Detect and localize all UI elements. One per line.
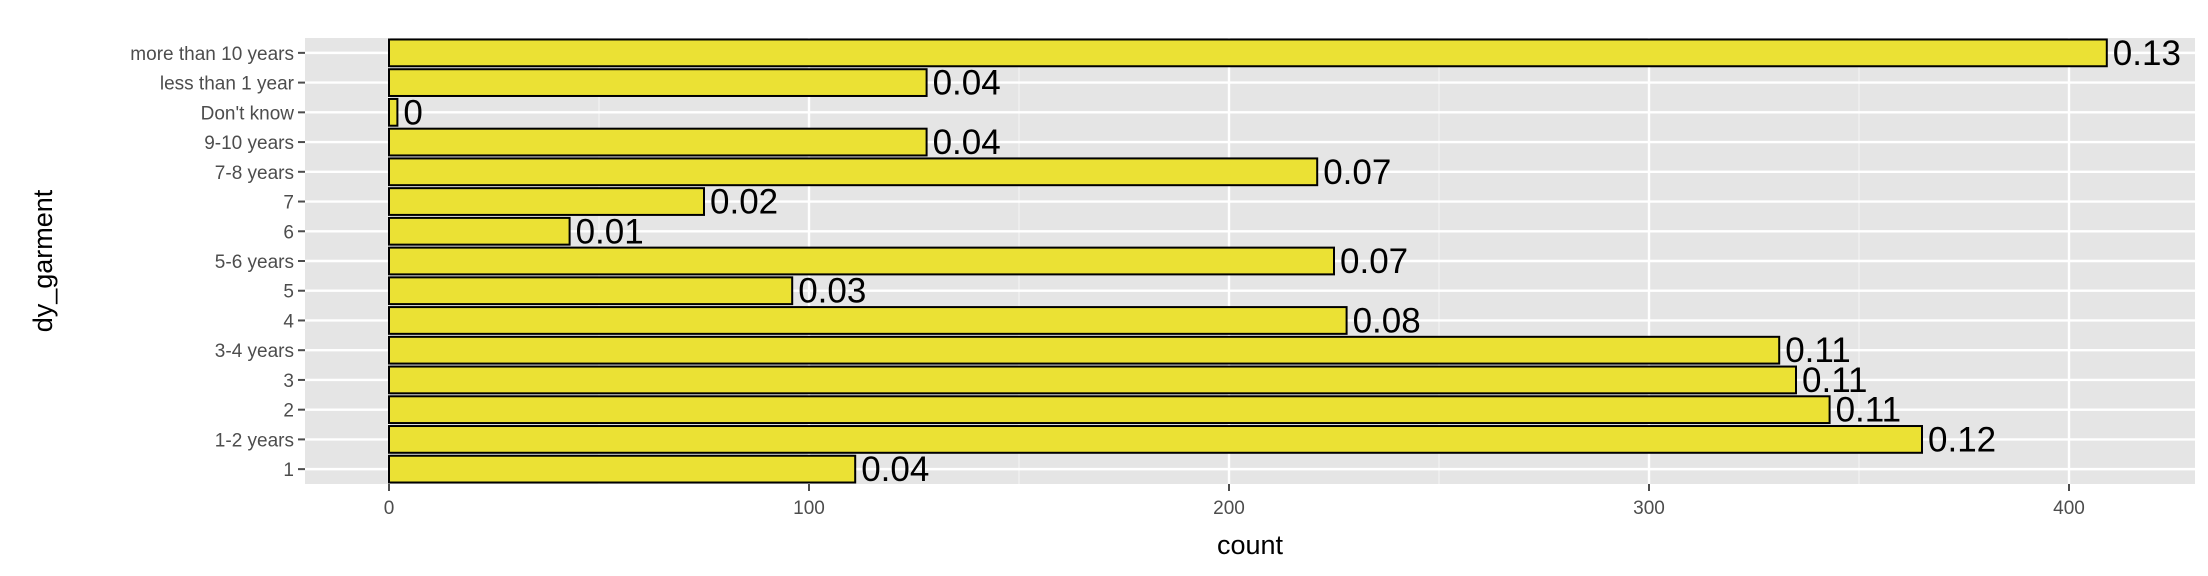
y-tick-label: 9-10 years bbox=[204, 133, 294, 154]
bar-value-label: 0.13 bbox=[2113, 34, 2181, 73]
bar bbox=[388, 335, 1781, 365]
bar bbox=[388, 127, 928, 157]
bar bbox=[388, 68, 928, 97]
bar-value-label: 0.04 bbox=[933, 64, 1001, 103]
y-tick-label: 4 bbox=[283, 311, 294, 332]
y-tick-label: less than 1 year bbox=[160, 74, 295, 95]
bar-value-label: 0.11 bbox=[1836, 391, 1902, 430]
x-axis: 0 100 200 300 400 bbox=[384, 484, 2085, 519]
bar bbox=[388, 365, 1797, 395]
y-tick-label: 5-6 years bbox=[215, 252, 294, 273]
bar-value-label: 0.03 bbox=[798, 272, 866, 311]
x-tick-label: 300 bbox=[1633, 498, 1665, 519]
y-tick-label: 1-2 years bbox=[215, 430, 294, 451]
bar bbox=[388, 216, 571, 246]
bar-value-label: 0.11 bbox=[1802, 361, 1868, 400]
bar-value-label: 0.12 bbox=[1928, 420, 1996, 459]
y-tick-label: 7-8 years bbox=[215, 163, 294, 184]
bar bbox=[388, 395, 1831, 425]
bar-value-label: 0 bbox=[403, 93, 422, 132]
x-axis-title: count bbox=[1217, 530, 1284, 560]
bar bbox=[388, 425, 1923, 454]
bar-value-label: 0.07 bbox=[1340, 242, 1408, 281]
data-labels: 0.040.120.110.110.110.080.030.070.010.02… bbox=[403, 34, 2181, 489]
bar bbox=[388, 187, 705, 216]
y-axis-title: dy_garment bbox=[28, 189, 58, 332]
bar bbox=[388, 157, 1319, 187]
bar bbox=[388, 454, 857, 484]
bar bbox=[388, 306, 1348, 335]
x-tick-label: 400 bbox=[2053, 498, 2085, 519]
x-tick-label: 0 bbox=[384, 498, 395, 519]
bars bbox=[388, 38, 2108, 484]
y-tick-label: 7 bbox=[283, 193, 294, 214]
bar-value-label: 0.02 bbox=[710, 183, 778, 222]
y-tick-label: 1 bbox=[283, 460, 294, 481]
y-tick-label: 3 bbox=[283, 371, 294, 392]
bar bbox=[388, 97, 399, 127]
y-tick-label: more than 10 years bbox=[130, 44, 294, 65]
y-axis: 1 1-2 years 2 3 3-4 years 4 5 5-6 years 6 7 7-8 ye… bbox=[130, 44, 305, 481]
bar-value-label: 0.04 bbox=[933, 123, 1001, 162]
bar bbox=[388, 38, 2108, 68]
bar-value-label: 0.01 bbox=[576, 212, 644, 251]
y-tick-label: Don't know bbox=[201, 103, 295, 124]
y-tick-label: 3-4 years bbox=[215, 341, 294, 362]
bar bbox=[388, 246, 1335, 276]
bar bbox=[388, 276, 794, 306]
bar-value-label: 0.08 bbox=[1353, 301, 1421, 340]
x-tick-label: 100 bbox=[793, 498, 825, 519]
bar-value-label: 0.07 bbox=[1323, 153, 1391, 192]
bar-value-label: 0.11 bbox=[1785, 331, 1851, 370]
y-tick-label: 5 bbox=[283, 282, 294, 303]
y-tick-label: 6 bbox=[283, 222, 294, 243]
x-tick-label: 200 bbox=[1213, 498, 1245, 519]
bar-value-label: 0.04 bbox=[861, 450, 929, 489]
y-tick-label: 2 bbox=[283, 401, 294, 422]
